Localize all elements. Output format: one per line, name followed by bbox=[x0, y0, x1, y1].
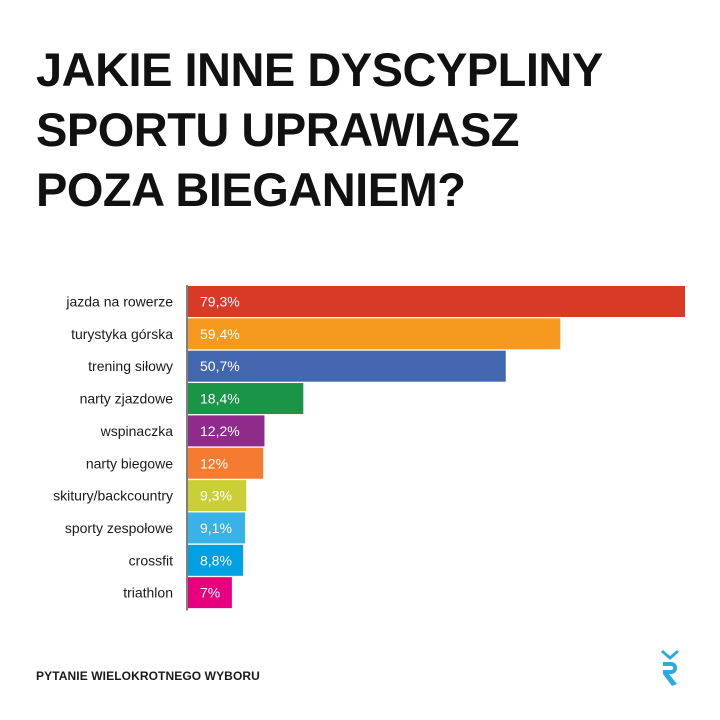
category-label-8: sporty zespołowe bbox=[65, 520, 173, 536]
value-label-9: 8,8% bbox=[200, 552, 232, 568]
bar-10 bbox=[188, 577, 232, 609]
bar-7 bbox=[188, 480, 247, 512]
bar-6 bbox=[188, 447, 264, 479]
runner-logo-icon bbox=[661, 650, 679, 686]
value-label-7: 9,3% bbox=[200, 488, 232, 504]
bar-8 bbox=[188, 512, 246, 544]
value-label-1: 79,3% bbox=[200, 294, 240, 310]
category-label-9: crossfit bbox=[129, 552, 173, 568]
category-label-1: jazda na rowerze bbox=[65, 294, 173, 310]
category-label-7: skitury/backcountry bbox=[53, 488, 173, 504]
title-line-2: SPORTU UPRAWIASZ bbox=[36, 103, 519, 156]
title-line-3: POZA BIEGANIEM? bbox=[36, 163, 466, 216]
value-label-4: 18,4% bbox=[200, 391, 240, 407]
value-label-2: 59,4% bbox=[200, 326, 240, 342]
value-label-8: 9,1% bbox=[200, 520, 232, 536]
title-line-1: JAKIE INNE DYSCYPLINY bbox=[36, 43, 603, 96]
category-label-2: turystyka górska bbox=[71, 326, 173, 342]
footer-note: PYTANIE WIELOKROTNEGO WYBORU bbox=[36, 669, 260, 683]
bar-5 bbox=[188, 415, 265, 447]
category-label-6: narty biegowe bbox=[86, 455, 173, 471]
bar-1 bbox=[188, 286, 685, 317]
bar-9 bbox=[188, 544, 244, 576]
value-label-3: 50,7% bbox=[200, 358, 240, 374]
bar-2 bbox=[188, 318, 561, 350]
category-label-4: narty zjazdowe bbox=[80, 391, 174, 407]
value-label-10: 7% bbox=[200, 585, 220, 601]
category-label-10: triathlon bbox=[123, 585, 173, 601]
bar-3 bbox=[188, 350, 506, 382]
value-label-5: 12,2% bbox=[200, 423, 240, 439]
category-label-5: wspinaczka bbox=[100, 423, 174, 439]
page-title: JAKIE INNE DYSCYPLINY SPORTU UPRAWIASZ P… bbox=[36, 40, 696, 220]
category-label-3: trening siłowy bbox=[88, 358, 173, 374]
bar-4 bbox=[188, 383, 304, 415]
value-label-6: 12% bbox=[200, 455, 228, 471]
